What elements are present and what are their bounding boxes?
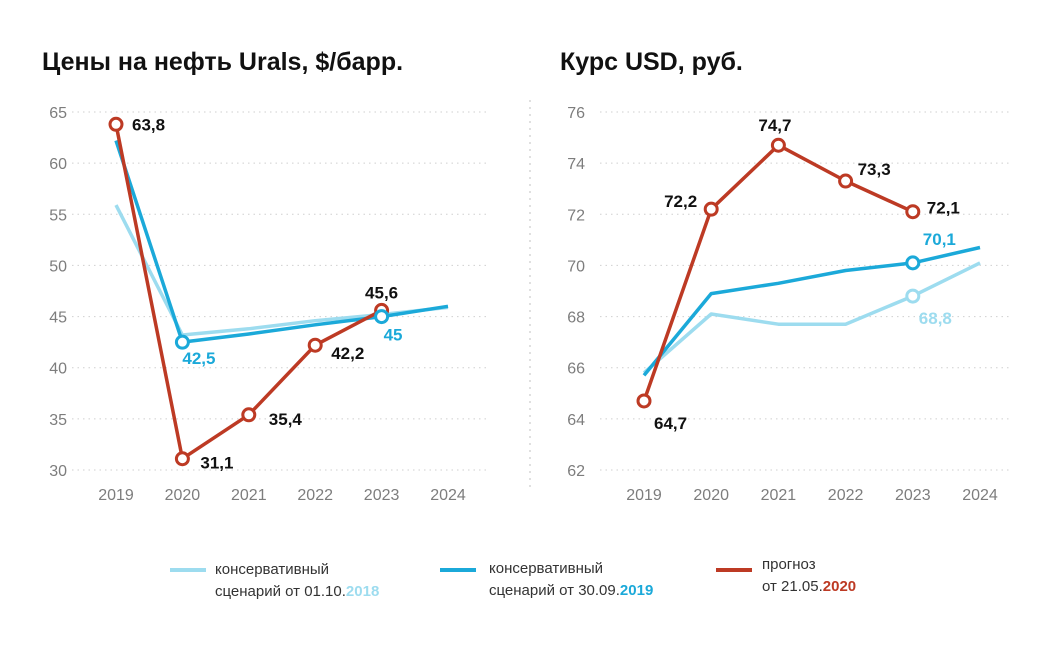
oil-price-chart: Цены на нефть Urals, $/барр. 30 35 40 45 50 5… bbox=[42, 48, 490, 504]
oil-y-tick-label: 35 bbox=[49, 412, 67, 429]
usd-series-2020-point bbox=[838, 173, 854, 189]
usd-x-tick-label: 2022 bbox=[828, 487, 864, 504]
oil-data-label: 63,8 bbox=[132, 115, 165, 134]
oil-data-label: 42,5 bbox=[182, 349, 215, 368]
oil-x-tick-label: 2019 bbox=[98, 487, 134, 504]
usd-x-tick-label: 2019 bbox=[626, 487, 662, 504]
svg-text:сценарий от 01.10.2018: сценарий от 01.10.2018 bbox=[215, 583, 379, 600]
usd-chart-series bbox=[642, 143, 981, 402]
oil-chart-grid bbox=[72, 111, 490, 471]
usd-series-2019-point bbox=[905, 255, 921, 271]
usd-data-label: 72,1 bbox=[927, 199, 960, 218]
oil-series-2020-point bbox=[174, 451, 190, 467]
svg-text:сценарий от 30.09.2019: сценарий от 30.09.2019 bbox=[489, 582, 653, 599]
oil-chart-series bbox=[114, 123, 449, 461]
usd-y-tick-label: 76 bbox=[567, 105, 585, 122]
usd-series-2020-point bbox=[905, 204, 921, 220]
usd-rate-chart: Курс USD, руб. 62 64 66 68 70 72 74 76 2019 2020… bbox=[560, 48, 1010, 504]
oil-chart-y-axis: 30 35 40 45 50 55 60 65 bbox=[49, 105, 67, 480]
oil-series-2019-line bbox=[114, 140, 449, 344]
oil-x-tick-label: 2021 bbox=[231, 487, 267, 504]
oil-y-tick-label: 50 bbox=[49, 258, 67, 275]
oil-series-2019-point bbox=[374, 309, 390, 325]
oil-y-tick-label: 60 bbox=[49, 156, 67, 173]
usd-y-tick-label: 74 bbox=[567, 156, 585, 173]
usd-series-2020-line bbox=[642, 143, 914, 402]
legend-line2-2020: от 21.05. bbox=[762, 578, 823, 595]
oil-data-label: 45,6 bbox=[365, 283, 398, 302]
legend-year-2019: 2019 bbox=[620, 582, 653, 599]
usd-series-2020-point bbox=[770, 137, 786, 153]
oil-chart-title: Цены на нефть Urals, $/барр. bbox=[42, 48, 403, 76]
oil-y-tick-label: 55 bbox=[49, 207, 67, 224]
oil-data-label: 31,1 bbox=[200, 454, 233, 473]
oil-chart-x-axis: 2019 2020 2021 2022 2023 2024 bbox=[98, 487, 466, 504]
oil-data-label: 45 bbox=[384, 326, 403, 345]
oil-data-label: 35,4 bbox=[269, 410, 303, 429]
usd-data-label: 72,2 bbox=[664, 192, 697, 211]
usd-y-tick-label: 68 bbox=[567, 310, 585, 327]
oil-series-2020-point bbox=[307, 337, 323, 353]
usd-data-label: 64,7 bbox=[654, 414, 687, 433]
oil-chart-data-labels: 63,8 31,1 35,4 42,2 45,6 42,5 45 bbox=[132, 115, 403, 472]
usd-y-tick-label: 72 bbox=[567, 207, 585, 224]
oil-series-2019-point bbox=[174, 334, 190, 350]
usd-data-label: 73,3 bbox=[858, 160, 891, 179]
legend-line2-2018: сценарий от 01.10. bbox=[215, 583, 346, 600]
legend-item-2018: консервативный сценарий от 01.10.2018 bbox=[170, 561, 379, 600]
legend-line1-2020: прогноз bbox=[762, 556, 816, 573]
svg-text:от 21.05.2020: от 21.05.2020 bbox=[762, 578, 856, 595]
legend: консервативный сценарий от 01.10.2018 ко… bbox=[170, 556, 856, 600]
legend-year-2020: 2020 bbox=[823, 578, 856, 595]
usd-series-2018-point bbox=[905, 288, 921, 304]
oil-x-tick-label: 2020 bbox=[165, 487, 201, 504]
usd-x-tick-label: 2023 bbox=[895, 487, 931, 504]
legend-line1-2019: консервативный bbox=[489, 560, 603, 577]
usd-chart-x-axis: 2019 2020 2021 2022 2023 2024 bbox=[626, 487, 998, 504]
usd-data-label: 68,8 bbox=[919, 309, 952, 328]
oil-y-tick-label: 45 bbox=[49, 310, 67, 327]
legend-line1-2018: консервативный bbox=[215, 561, 329, 578]
usd-chart-data-labels: 64,7 72,2 74,7 73,3 72,1 70,1 68,8 bbox=[654, 116, 960, 433]
usd-chart-markers bbox=[636, 137, 921, 409]
usd-chart-y-axis: 62 64 66 68 70 72 74 76 bbox=[567, 105, 585, 480]
oil-y-tick-label: 65 bbox=[49, 105, 67, 122]
usd-data-label: 74,7 bbox=[758, 116, 791, 135]
oil-series-2020-point bbox=[108, 116, 124, 132]
usd-series-2020-point bbox=[703, 201, 719, 217]
usd-y-tick-label: 62 bbox=[567, 463, 585, 480]
usd-x-tick-label: 2020 bbox=[693, 487, 729, 504]
legend-line2-2019: сценарий от 30.09. bbox=[489, 582, 620, 599]
legend-item-2020: прогноз от 21.05.2020 bbox=[716, 556, 856, 595]
usd-chart-grid bbox=[600, 111, 1010, 471]
usd-y-tick-label: 66 bbox=[567, 361, 585, 378]
usd-series-2020-point bbox=[636, 393, 652, 409]
legend-item-2019: консервативный сценарий от 30.09.2019 bbox=[440, 560, 653, 599]
oil-y-tick-label: 40 bbox=[49, 361, 67, 378]
usd-y-tick-label: 70 bbox=[567, 258, 585, 275]
oil-y-tick-label: 30 bbox=[49, 463, 67, 480]
usd-x-tick-label: 2024 bbox=[962, 487, 998, 504]
oil-chart-markers bbox=[108, 116, 390, 467]
usd-series-2019-line bbox=[642, 245, 981, 377]
usd-y-tick-label: 64 bbox=[567, 412, 585, 429]
usd-x-tick-label: 2021 bbox=[761, 487, 797, 504]
usd-data-label: 70,1 bbox=[923, 230, 956, 249]
oil-x-tick-label: 2023 bbox=[364, 487, 400, 504]
oil-series-2020-point bbox=[241, 407, 257, 423]
usd-series-2018-line bbox=[642, 261, 981, 375]
oil-data-label: 42,2 bbox=[331, 344, 364, 363]
usd-chart-title: Курс USD, руб. bbox=[560, 48, 743, 76]
legend-year-2018: 2018 bbox=[346, 583, 379, 600]
oil-x-tick-label: 2024 bbox=[430, 487, 466, 504]
oil-x-tick-label: 2022 bbox=[297, 487, 333, 504]
